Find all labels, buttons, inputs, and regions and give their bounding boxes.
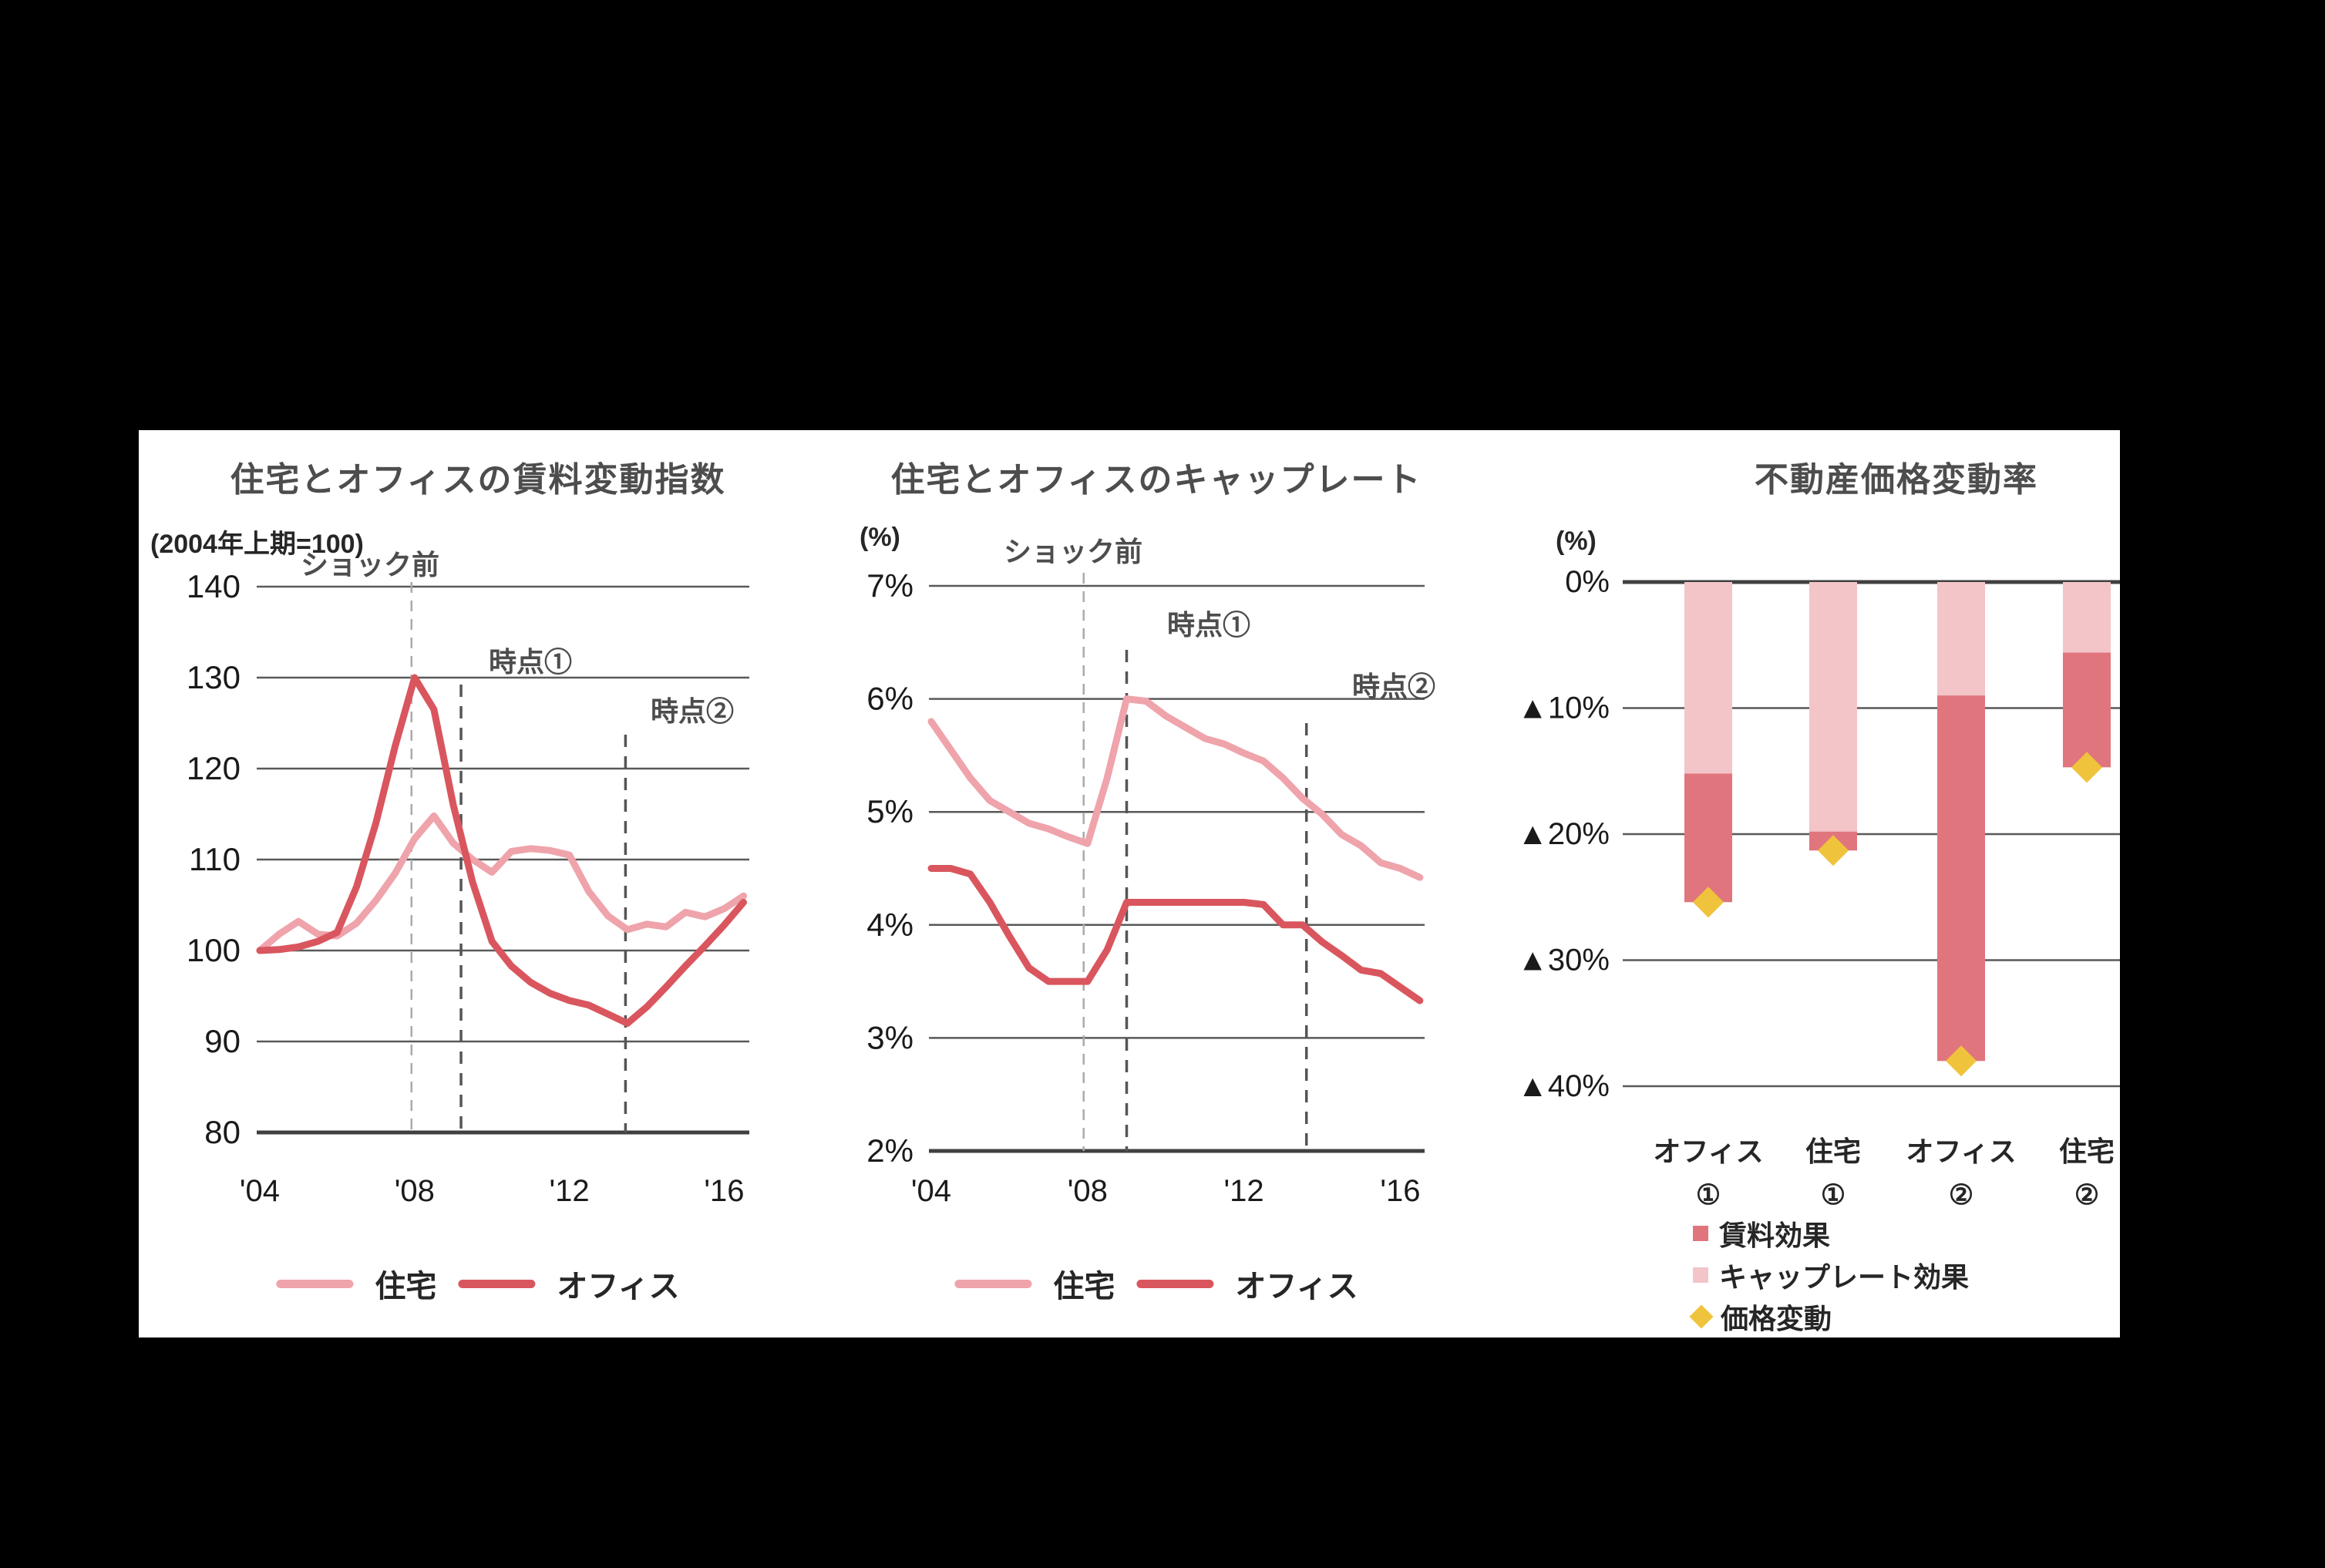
annotation-point1-chart2: 時点① xyxy=(1166,609,1251,641)
legend-row-price-change: 価格変動 xyxy=(1689,1301,1969,1334)
price-change-label: 価格変動 xyxy=(1721,1303,1832,1334)
residential-legend-label: 住宅 xyxy=(1053,1270,1115,1304)
legend-row-caprate-effect: キャップレート効果 xyxy=(1693,1260,1969,1293)
price-change-chart-title: 不動産価格変動率 xyxy=(1755,461,2038,499)
rent-effect-swatch-icon xyxy=(1693,1226,1708,1241)
annotation-point2-chart1: 時点② xyxy=(650,695,735,727)
svg-text:120: 120 xyxy=(187,750,241,786)
svg-text:オフィス: オフィス xyxy=(1906,1136,2016,1167)
svg-text:①: ① xyxy=(1696,1179,1721,1210)
svg-text:住宅: 住宅 xyxy=(2059,1136,2115,1167)
svg-text:90: 90 xyxy=(204,1023,241,1059)
svg-text:②: ② xyxy=(2074,1179,2099,1210)
svg-text:'04: '04 xyxy=(911,1174,951,1208)
svg-text:②: ② xyxy=(1949,1179,1973,1210)
office-legend-label: オフィス xyxy=(557,1270,680,1304)
office-line-swatch-icon xyxy=(1136,1279,1214,1288)
charts-svg: 140 130 120 110 100 90 80 '04 '08 '12 '16 7% 6% 5% 4% 3… xyxy=(187,565,2120,1210)
svg-text:'12: '12 xyxy=(550,1174,590,1208)
svg-text:80: 80 xyxy=(204,1114,241,1150)
rent-effect-label: 賃料効果 xyxy=(1719,1220,1831,1251)
price-change-axis-note: (%) xyxy=(1556,527,1597,556)
price-change-diamond-icon xyxy=(1689,1304,1714,1329)
svg-text:'04: '04 xyxy=(240,1174,280,1208)
caprate-effect-swatch-icon xyxy=(1693,1267,1708,1283)
svg-text:▲40%: ▲40% xyxy=(1517,1069,1610,1103)
svg-text:110: 110 xyxy=(189,841,241,877)
svg-text:100: 100 xyxy=(187,932,241,968)
rent-index-chart-title: 住宅とオフィスの賃料変動指数 xyxy=(230,461,726,499)
svg-text:140: 140 xyxy=(187,568,241,604)
annotation-point1-chart1: 時点① xyxy=(488,646,573,678)
svg-text:▲10%: ▲10% xyxy=(1517,691,1610,725)
svg-text:①: ① xyxy=(1821,1179,1846,1210)
svg-text:'16: '16 xyxy=(704,1174,744,1208)
caprate-axis-note: (%) xyxy=(860,523,900,552)
svg-text:5%: 5% xyxy=(866,793,914,829)
price-change-legend: 賃料効果 キャップレート効果 価格変動 xyxy=(1689,1218,1969,1334)
svg-text:'08: '08 xyxy=(395,1174,435,1208)
rent-index-legend: 住宅 オフィス xyxy=(276,1261,680,1306)
svg-text:7%: 7% xyxy=(866,567,914,604)
svg-text:オフィス: オフィス xyxy=(1653,1136,1763,1167)
svg-text:▲30%: ▲30% xyxy=(1517,944,1610,977)
svg-text:6%: 6% xyxy=(866,681,914,717)
svg-text:'16: '16 xyxy=(1380,1174,1420,1208)
svg-text:住宅: 住宅 xyxy=(1805,1136,1861,1167)
svg-text:3%: 3% xyxy=(866,1019,914,1055)
svg-text:▲20%: ▲20% xyxy=(1517,817,1610,851)
legend-row-rent-effect: 賃料効果 xyxy=(1693,1218,1969,1251)
residential-legend-label: 住宅 xyxy=(375,1270,437,1304)
svg-text:'12: '12 xyxy=(1224,1174,1264,1208)
svg-text:2%: 2% xyxy=(866,1132,914,1169)
annotation-point2-chart2: 時点② xyxy=(1351,671,1436,702)
residential-line-swatch-icon xyxy=(954,1279,1032,1288)
svg-text:0%: 0% xyxy=(1565,565,1610,599)
office-line-swatch-icon xyxy=(458,1279,536,1288)
caprate-legend: 住宅 オフィス xyxy=(954,1261,1358,1306)
annotation-pre-shock-chart1: ショック前 xyxy=(300,549,440,580)
office-legend-label: オフィス xyxy=(1235,1270,1358,1304)
rent-index-axis-note: (2004年上期=100) xyxy=(150,530,364,559)
residential-line-swatch-icon xyxy=(276,1279,354,1288)
svg-text:4%: 4% xyxy=(866,907,914,943)
svg-text:130: 130 xyxy=(187,659,241,695)
annotation-pre-shock-chart2: ショック前 xyxy=(1003,536,1143,567)
figure-panel: 140 130 120 110 100 90 80 '04 '08 '12 '16 7% 6% 5% 4% 3… xyxy=(139,430,2120,1338)
svg-text:'08: '08 xyxy=(1068,1174,1108,1208)
caprate-effect-label: キャップレート効果 xyxy=(1719,1261,1970,1293)
caprate-chart-title: 住宅とオフィスのキャップレート xyxy=(890,461,1422,499)
